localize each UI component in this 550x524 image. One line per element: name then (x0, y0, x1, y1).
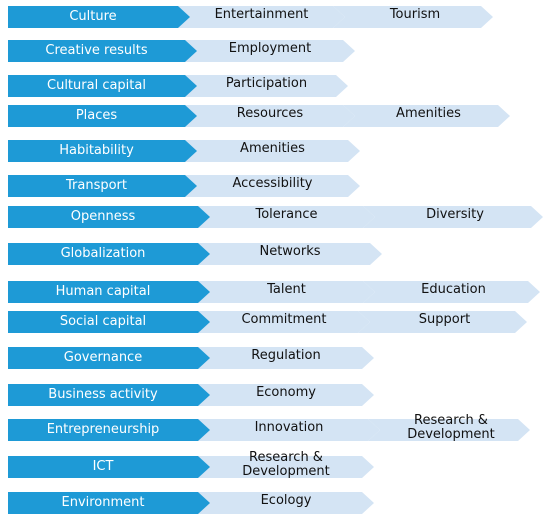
main-arrow (8, 311, 210, 333)
main-label: Transport (65, 178, 127, 193)
main-label: Openness (70, 209, 136, 224)
main-arrow (8, 105, 197, 127)
main-label: Social capital (59, 314, 147, 329)
sub-label: Commitment (241, 312, 327, 327)
sub-arrow (194, 384, 374, 406)
sub-arrow (194, 243, 382, 265)
sub-arrow (174, 6, 345, 28)
main-label: ICT (92, 459, 114, 474)
sub-arrow (181, 40, 355, 62)
sub-label: Diversity (426, 207, 484, 222)
sub-label: Employment (228, 41, 312, 56)
main-arrow (8, 75, 197, 97)
main-arrow (8, 281, 210, 303)
main-label: Places (75, 108, 118, 123)
main-arrow (8, 40, 197, 62)
sub-label: Economy (256, 385, 316, 400)
main-arrow (8, 243, 210, 265)
sub-arrow (194, 492, 374, 514)
main-label: Governance (63, 350, 143, 365)
sub-label: Support (418, 312, 471, 327)
main-label: Environment (61, 495, 145, 510)
sub-arrow (181, 175, 360, 197)
sub-label: Tolerance (255, 207, 318, 222)
sub-arrow (194, 311, 370, 333)
main-arrow (8, 347, 210, 369)
sub-label: Resources (236, 106, 304, 121)
sub-arrow (368, 419, 530, 441)
sub-arrow (181, 105, 355, 127)
sub-arrow (194, 281, 375, 303)
main-label: Habitability (59, 143, 134, 158)
sub-label: Talent (267, 282, 306, 297)
sub-arrow (333, 6, 493, 28)
main-label: Creative results (45, 43, 148, 58)
sub-label: Innovation (254, 420, 324, 435)
sub-arrow (343, 105, 510, 127)
sub-label: Amenities (396, 106, 461, 121)
main-label: Culture (69, 9, 117, 24)
sub-arrow (181, 140, 360, 162)
sub-arrow (194, 347, 374, 369)
sub-label: Tourism (389, 7, 441, 22)
sub-label: Amenities (240, 141, 305, 156)
main-label: Globalization (60, 246, 146, 261)
main-arrow (8, 6, 190, 28)
main-arrow (8, 419, 210, 441)
sub-label: Participation (225, 76, 308, 91)
main-arrow (8, 140, 197, 162)
sub-label: Entertainment (214, 7, 309, 22)
sub-arrow (194, 419, 380, 441)
sub-label: Education (421, 282, 486, 297)
main-label: Entrepreneurship (46, 422, 160, 437)
sub-arrow (181, 75, 348, 97)
main-arrow (8, 175, 197, 197)
main-arrow (8, 206, 210, 228)
sub-label: Accessibility (232, 176, 313, 191)
main-label: Business activity (48, 387, 158, 402)
sub-arrow (194, 206, 375, 228)
main-label: Cultural capital (47, 78, 146, 93)
main-arrow (8, 384, 210, 406)
sub-label: Research & Development (407, 413, 495, 442)
sub-label: Regulation (251, 348, 321, 363)
main-label: Human capital (55, 284, 151, 299)
sub-arrow (363, 206, 543, 228)
sub-arrow (363, 281, 540, 303)
sub-label: Networks (259, 244, 321, 259)
main-arrow (8, 492, 210, 514)
main-arrow (8, 456, 210, 478)
sub-arrow (194, 456, 374, 478)
sub-arrow (358, 311, 527, 333)
sub-label: Research & Development (242, 450, 330, 479)
sub-label: Ecology (260, 493, 312, 508)
